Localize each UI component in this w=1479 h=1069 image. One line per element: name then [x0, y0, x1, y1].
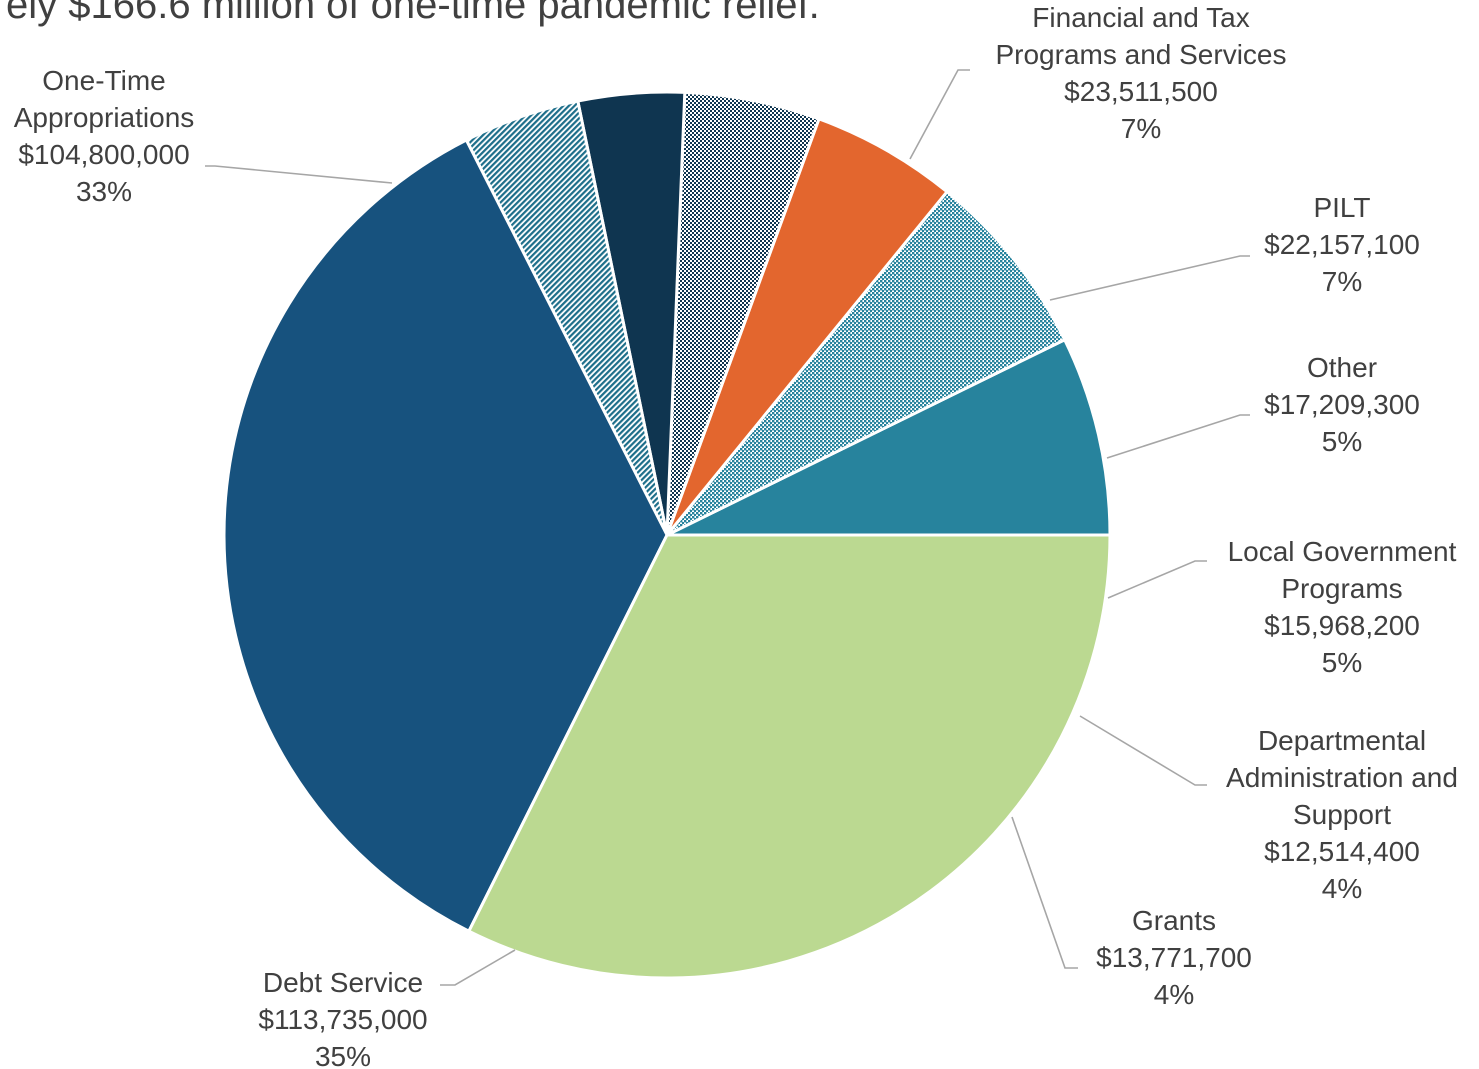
- data-label-one-time-appropriations: One-Time Appropriations $104,800,000 33%: [14, 65, 195, 207]
- data-label-grants: Grants $13,771,700 4%: [1096, 905, 1252, 1010]
- leader-line-grants: [1011, 816, 1078, 969]
- slice-pilt: [665, 190, 1067, 537]
- data-label-pilt: PILT $22,157,100 7%: [1264, 192, 1420, 297]
- leader-line-debt-service: [440, 949, 516, 986]
- leader-lines: [205, 69, 1250, 986]
- leader-line-other: [1106, 414, 1250, 459]
- slice-one-time-appropriations: [467, 533, 1112, 980]
- slice-financial-and-tax-programs-and-services: [665, 338, 1112, 537]
- leader-line-pilt: [1049, 255, 1250, 301]
- leader-line-departmental-administration-and-support: [1079, 715, 1207, 786]
- leader-line-local-government-programs: [1107, 560, 1207, 599]
- slice-other: [665, 117, 949, 537]
- data-label-financial-and-tax-programs-and-services: Financial and Tax Programs and Services $2…: [995, 2, 1286, 144]
- data-label-departmental-administration-and-support: Departmental Administration and Support $12…: [1226, 725, 1458, 904]
- data-label-other: Other $17,209,300 5%: [1264, 352, 1420, 457]
- data-labels: Financial and Tax Programs and Services $2…: [14, 2, 1458, 1069]
- data-label-local-government-programs: Local Government Programs $15,968,200 5%: [1228, 536, 1457, 678]
- chart-title: ely $166.6 million of one-time pandemic …: [6, 0, 820, 27]
- pie-slices: [222, 90, 1112, 980]
- leader-line-financial-and-tax-programs-and-services: [909, 69, 970, 160]
- leader-line-one-time-appropriations: [205, 165, 393, 184]
- data-label-debt-service: Debt Service $113,735,000 35%: [258, 967, 427, 1069]
- slice-debt-service: [222, 138, 669, 933]
